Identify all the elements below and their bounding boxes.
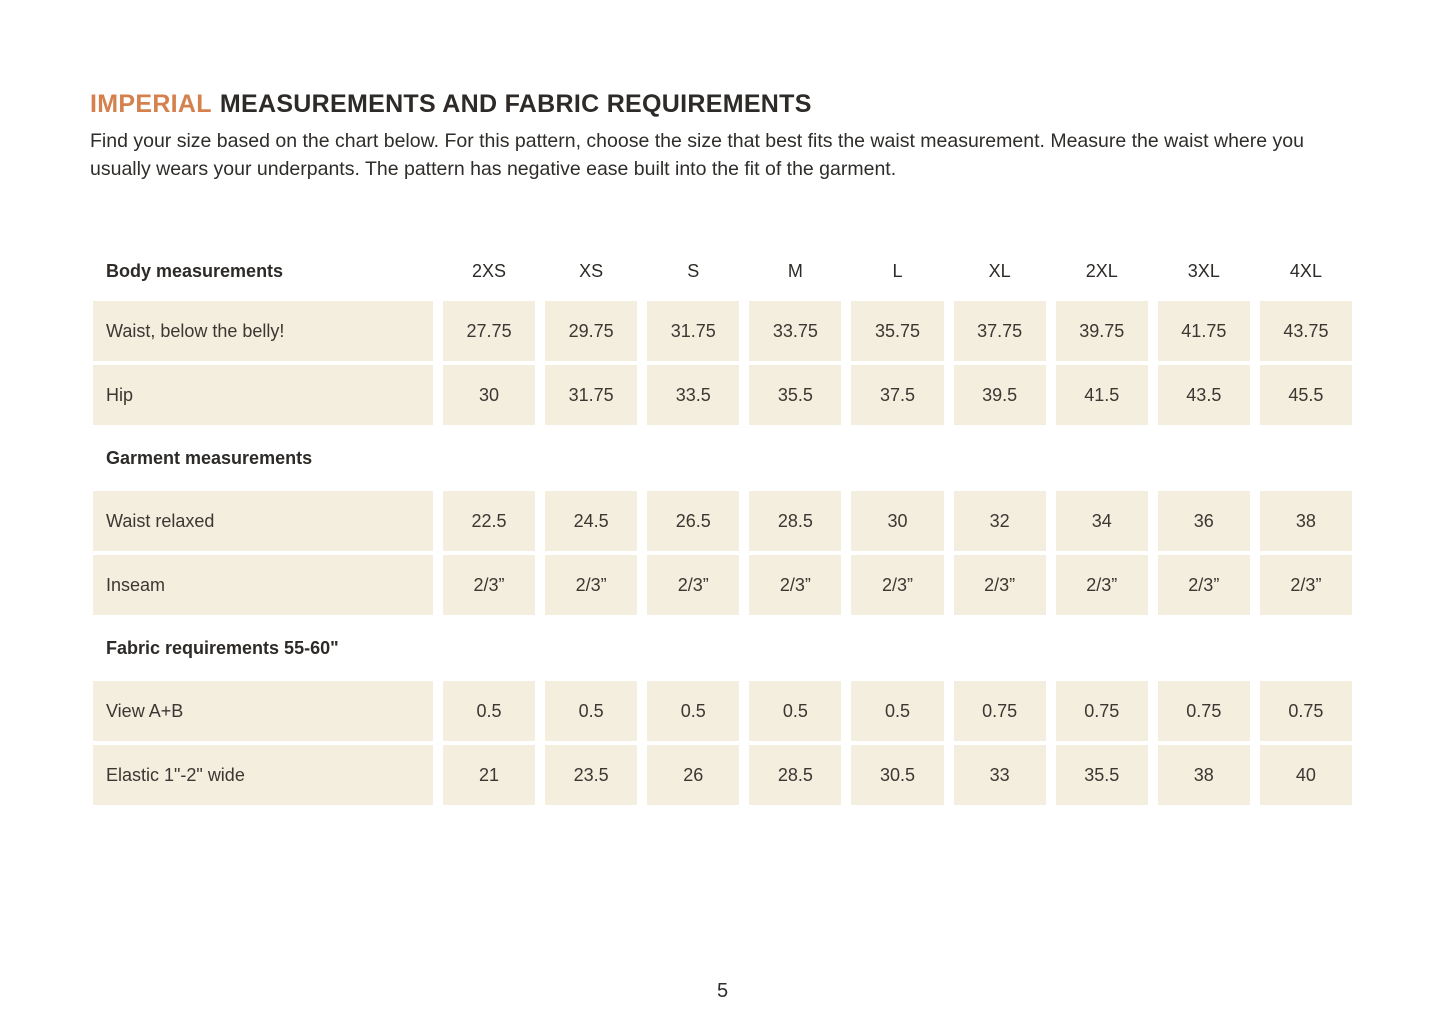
table-section-heading: Garment measurements [106, 447, 313, 468]
page-title-highlight: IMPERIAL [90, 90, 212, 118]
size-column-header: 3XL [1187, 260, 1220, 281]
table-cell: 37.5 [851, 365, 944, 425]
table-cell: 0.75 [1259, 681, 1352, 741]
intro-paragraph: Find your size based on the chart below.… [90, 130, 1304, 180]
table-cell: 41.75 [1157, 301, 1250, 361]
table-cell: 33.5 [647, 365, 740, 425]
table-cell: 30 [443, 365, 536, 425]
table-corner-label: Body measurements [106, 260, 284, 281]
table-cell: 22.5 [443, 491, 536, 551]
table-cell: 2/3” [749, 555, 842, 615]
page-title-rest: MEASUREMENTS AND FABRIC REQUIREMENTS [219, 90, 812, 118]
size-column-header: 4XL [1289, 260, 1322, 281]
table-cell: 31.75 [545, 365, 638, 425]
size-column-header: L [892, 260, 903, 281]
table-cell: 0.5 [647, 681, 740, 741]
table-cell: 30.5 [851, 745, 944, 805]
table-cell: 0.75 [953, 681, 1046, 741]
row-label-cell: View A+B [93, 681, 433, 741]
table-cell: 32 [953, 491, 1046, 551]
table-cell: 28.5 [749, 745, 842, 805]
size-column-header: XL [988, 260, 1011, 281]
row-label-cell: Elastic 1"-2" wide [93, 745, 433, 805]
size-column-header: M [787, 260, 803, 281]
table-cell: 35.5 [749, 365, 842, 425]
table-cell: 36 [1157, 491, 1250, 551]
size-column-header: XS [579, 260, 604, 281]
table-cell: 2/3” [1157, 555, 1250, 615]
table-cell: 0.5 [851, 681, 944, 741]
size-column-header: 2XS [472, 260, 507, 281]
table-cell: 0.5 [749, 681, 842, 741]
table-cell: 38 [1259, 491, 1352, 551]
page-content: IMPERIAL MEASUREMENTS AND FABRIC REQUIREM… [90, 90, 1352, 805]
table-cell: 23.5 [545, 745, 638, 805]
table-cell: 2/3” [953, 555, 1046, 615]
table-section-heading: Fabric requirements 55-60" [106, 637, 339, 658]
table-cell: 28.5 [749, 491, 842, 551]
table-cell: 43.5 [1157, 365, 1250, 425]
table-cell: 41.5 [1055, 365, 1148, 425]
table-cell: 0.5 [545, 681, 638, 741]
table-cell: 2/3” [647, 555, 740, 615]
table-cell: 0.75 [1055, 681, 1148, 741]
size-column-header: 2XL [1085, 260, 1118, 281]
table-cell: 2/3” [443, 555, 536, 615]
row-label-cell: Waist, below the belly! [93, 301, 433, 361]
table-cell: 34 [1055, 491, 1148, 551]
table-cell: 43.75 [1259, 301, 1352, 361]
table-cell: 0.75 [1157, 681, 1250, 741]
table-cell: 24.5 [545, 491, 638, 551]
table-cell: 26 [647, 745, 740, 805]
row-label-cell: Hip [93, 365, 433, 425]
table-cell: 2/3” [851, 555, 944, 615]
table-cell: 31.75 [647, 301, 740, 361]
table-cell: 45.5 [1259, 365, 1352, 425]
table-cell: 35.75 [851, 301, 944, 361]
size-column-header: S [687, 260, 700, 281]
row-label-cell: Inseam [93, 555, 433, 615]
table-cell: 40 [1259, 745, 1352, 805]
page-number: 5 [716, 980, 729, 1002]
table-cell: 37.75 [953, 301, 1046, 361]
table-cell: 21 [443, 745, 536, 805]
page-title: IMPERIAL MEASUREMENTS AND FABRIC REQUIREM… [90, 90, 1352, 119]
table-cell: 27.75 [443, 301, 536, 361]
table-cell: 2/3” [545, 555, 638, 615]
table-cell: 33.75 [749, 301, 842, 361]
table-cell: 0.5 [443, 681, 536, 741]
table-cell: 35.5 [1055, 745, 1148, 805]
table-cell: 2/3” [1055, 555, 1148, 615]
table-cell: 29.75 [545, 301, 638, 361]
table-cell: 38 [1157, 745, 1250, 805]
table-cell: 39.75 [1055, 301, 1148, 361]
row-label-cell: Waist relaxed [93, 491, 433, 551]
table-cell: 30 [851, 491, 944, 551]
size-table: Body measurements 2XS XS S M L XL 2XL 3XL 4XL Wais… [93, 245, 1352, 805]
table-cell: 2/3” [1259, 555, 1352, 615]
table-cell: 33 [953, 745, 1046, 805]
table-cell: 39.5 [953, 365, 1046, 425]
table-cell: 26.5 [647, 491, 740, 551]
